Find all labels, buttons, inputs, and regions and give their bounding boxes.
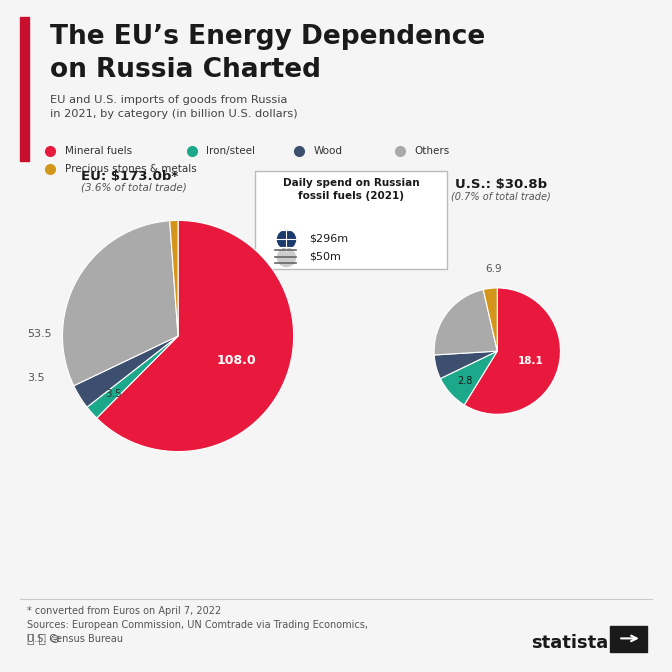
Text: on Russia Charted: on Russia Charted bbox=[50, 57, 321, 83]
Text: Ⓒ ⓘ ⊜: Ⓒ ⓘ ⊜ bbox=[27, 634, 60, 646]
Text: $296m: $296m bbox=[309, 234, 348, 243]
Wedge shape bbox=[464, 288, 560, 414]
Text: 108.0: 108.0 bbox=[217, 353, 257, 367]
Text: Wood: Wood bbox=[314, 146, 343, 156]
Text: 3.5: 3.5 bbox=[27, 373, 44, 382]
Text: 18.1: 18.1 bbox=[518, 355, 544, 366]
Text: U.S.: $30.8b: U.S.: $30.8b bbox=[454, 178, 547, 191]
Wedge shape bbox=[170, 220, 178, 336]
Wedge shape bbox=[62, 220, 178, 386]
Text: statista: statista bbox=[531, 634, 608, 652]
Wedge shape bbox=[434, 290, 497, 355]
Bar bbox=[20, 17, 29, 161]
Wedge shape bbox=[483, 288, 497, 351]
Text: $50m: $50m bbox=[309, 252, 341, 261]
Text: Others: Others bbox=[415, 146, 450, 156]
Text: 3.5: 3.5 bbox=[105, 388, 122, 398]
Text: 53.5: 53.5 bbox=[27, 329, 52, 339]
Wedge shape bbox=[97, 220, 294, 452]
Text: 2.8: 2.8 bbox=[457, 376, 472, 386]
Wedge shape bbox=[434, 351, 497, 378]
Text: Precious stones & metals: Precious stones & metals bbox=[65, 165, 197, 174]
Text: Mineral fuels: Mineral fuels bbox=[65, 146, 132, 156]
Text: EU and U.S. imports of goods from Russia
in 2021, by category (in billion U.S. d: EU and U.S. imports of goods from Russia… bbox=[50, 95, 298, 120]
Text: Daily spend on Russian
fossil fuels (2021): Daily spend on Russian fossil fuels (202… bbox=[283, 178, 419, 202]
Text: Sources: European Commission, UN Comtrade via Trading Economics,
U.S. Census Bur: Sources: European Commission, UN Comtrad… bbox=[27, 620, 368, 644]
Text: (3.6% of total trade): (3.6% of total trade) bbox=[81, 183, 186, 193]
Text: EU: $173.0b*: EU: $173.0b* bbox=[81, 170, 178, 183]
Text: 6.9: 6.9 bbox=[486, 264, 502, 274]
Wedge shape bbox=[440, 351, 497, 405]
Text: 2.8: 2.8 bbox=[454, 325, 470, 334]
Text: The EU’s Energy Dependence: The EU’s Energy Dependence bbox=[50, 24, 486, 50]
Bar bbox=[610, 626, 647, 652]
Text: Iron/steel: Iron/steel bbox=[206, 146, 255, 156]
FancyBboxPatch shape bbox=[255, 171, 447, 269]
Wedge shape bbox=[87, 336, 178, 418]
Wedge shape bbox=[74, 336, 178, 407]
Text: (0.7% of total trade): (0.7% of total trade) bbox=[451, 192, 550, 202]
Text: * converted from Euros on April 7, 2022: * converted from Euros on April 7, 2022 bbox=[27, 606, 221, 616]
